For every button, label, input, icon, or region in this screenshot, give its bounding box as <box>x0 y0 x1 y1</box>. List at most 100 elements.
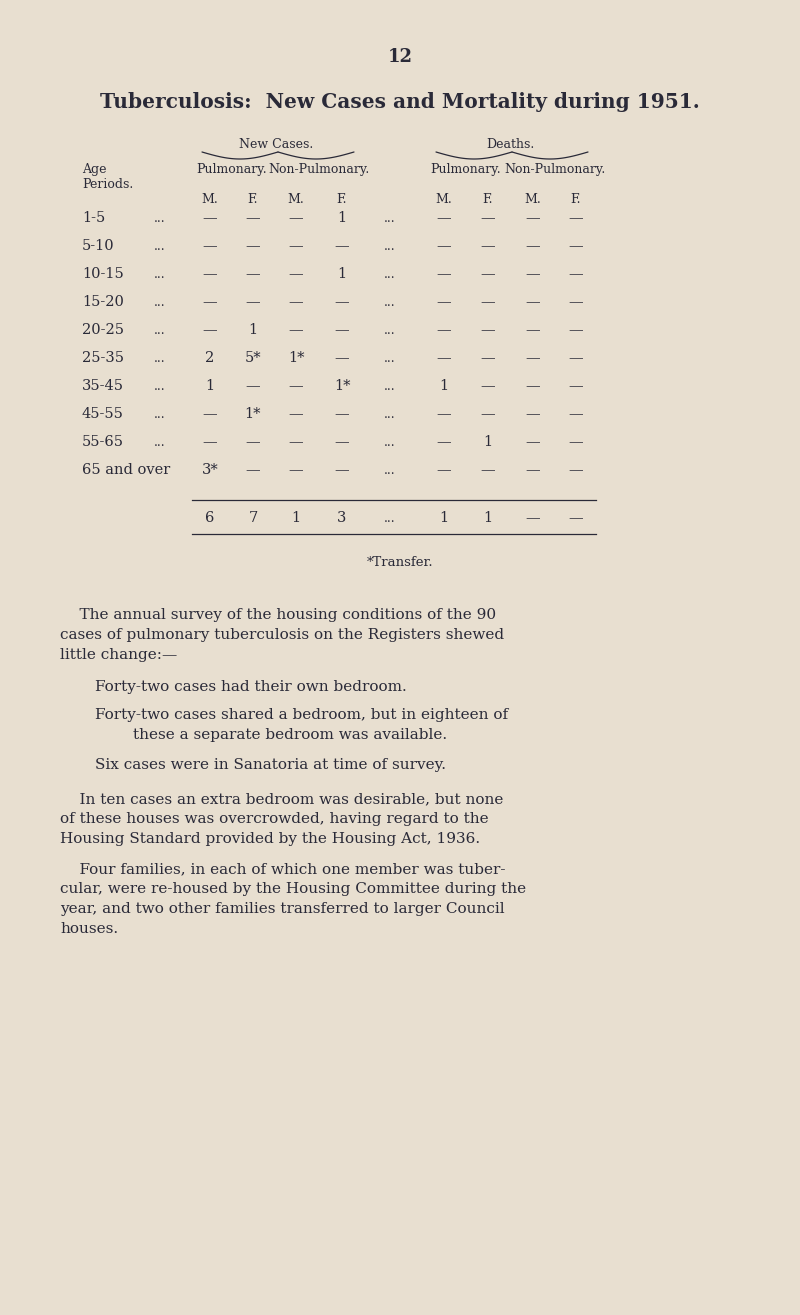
Text: Tuberculosis:  New Cases and Mortality during 1951.: Tuberculosis: New Cases and Mortality du… <box>100 92 700 112</box>
Text: —: — <box>526 512 540 525</box>
Text: 3*: 3* <box>202 463 218 477</box>
Text: 3: 3 <box>338 512 346 525</box>
Text: 10-15: 10-15 <box>82 267 124 281</box>
Text: —: — <box>437 239 451 252</box>
Text: —: — <box>481 379 495 393</box>
Text: —: — <box>437 408 451 421</box>
Text: Six cases were in Sanatoria at time of survey.: Six cases were in Sanatoria at time of s… <box>95 757 446 772</box>
Text: —: — <box>246 267 260 281</box>
Text: F.: F. <box>337 193 347 206</box>
Text: ...: ... <box>384 323 396 337</box>
Text: ...: ... <box>384 239 396 252</box>
Text: 25-35: 25-35 <box>82 351 124 366</box>
Text: —: — <box>569 379 583 393</box>
Text: 1: 1 <box>338 267 346 281</box>
Text: —: — <box>569 351 583 366</box>
Text: —: — <box>526 435 540 448</box>
Text: 15-20: 15-20 <box>82 295 124 309</box>
Text: 1: 1 <box>291 512 301 525</box>
Text: *Transfer.: *Transfer. <box>366 556 434 569</box>
Text: —: — <box>289 463 303 477</box>
Text: ...: ... <box>154 296 166 309</box>
Text: 65 and over: 65 and over <box>82 463 170 477</box>
Text: 1: 1 <box>338 210 346 225</box>
Text: —: — <box>334 463 350 477</box>
Text: ...: ... <box>154 323 166 337</box>
Text: little change:—: little change:— <box>60 648 178 661</box>
Text: —: — <box>526 295 540 309</box>
Text: 1: 1 <box>439 379 449 393</box>
Text: —: — <box>481 463 495 477</box>
Text: New Cases.: New Cases. <box>239 138 313 151</box>
Text: 1: 1 <box>439 512 449 525</box>
Text: —: — <box>289 267 303 281</box>
Text: M.: M. <box>202 193 218 206</box>
Text: F.: F. <box>248 193 258 206</box>
Text: —: — <box>481 210 495 225</box>
Text: M.: M. <box>288 193 304 206</box>
Text: —: — <box>334 435 350 448</box>
Text: —: — <box>289 295 303 309</box>
Text: —: — <box>526 408 540 421</box>
Text: cases of pulmonary tuberculosis on the Registers shewed: cases of pulmonary tuberculosis on the R… <box>60 629 504 642</box>
Text: Forty-two cases had their own bedroom.: Forty-two cases had their own bedroom. <box>95 680 406 694</box>
Text: —: — <box>202 408 218 421</box>
Text: —: — <box>569 408 583 421</box>
Text: —: — <box>526 323 540 337</box>
Text: —: — <box>569 239 583 252</box>
Text: —: — <box>289 408 303 421</box>
Text: —: — <box>437 267 451 281</box>
Text: 12: 12 <box>387 49 413 66</box>
Text: 1*: 1* <box>288 351 304 366</box>
Text: Pulmonary.: Pulmonary. <box>196 163 267 176</box>
Text: —: — <box>289 239 303 252</box>
Text: Periods.: Periods. <box>82 178 134 191</box>
Text: —: — <box>437 435 451 448</box>
Text: ...: ... <box>384 212 396 225</box>
Text: —: — <box>481 323 495 337</box>
Text: —: — <box>202 210 218 225</box>
Text: —: — <box>334 323 350 337</box>
Text: —: — <box>334 295 350 309</box>
Text: —: — <box>202 267 218 281</box>
Text: Non-Pulmonary.: Non-Pulmonary. <box>504 163 605 176</box>
Text: Forty-two cases shared a bedroom, but in eighteen of: Forty-two cases shared a bedroom, but in… <box>95 707 508 722</box>
Text: —: — <box>289 379 303 393</box>
Text: 1*: 1* <box>334 379 350 393</box>
Text: —: — <box>246 239 260 252</box>
Text: F.: F. <box>482 193 494 206</box>
Text: 1*: 1* <box>245 408 262 421</box>
Text: ...: ... <box>384 267 396 280</box>
Text: —: — <box>202 323 218 337</box>
Text: 20-25: 20-25 <box>82 323 124 337</box>
Text: —: — <box>481 267 495 281</box>
Text: 1: 1 <box>206 379 214 393</box>
Text: —: — <box>569 512 583 525</box>
Text: Non-Pulmonary.: Non-Pulmonary. <box>268 163 370 176</box>
Text: —: — <box>437 323 451 337</box>
Text: 7: 7 <box>248 512 258 525</box>
Text: Housing Standard provided by the Housing Act, 1936.: Housing Standard provided by the Housing… <box>60 832 480 846</box>
Text: —: — <box>481 295 495 309</box>
Text: 6: 6 <box>206 512 214 525</box>
Text: ...: ... <box>384 408 396 421</box>
Text: Four families, in each of which one member was tuber-: Four families, in each of which one memb… <box>60 863 506 876</box>
Text: F.: F. <box>570 193 582 206</box>
Text: ...: ... <box>384 296 396 309</box>
Text: ...: ... <box>384 380 396 392</box>
Text: cular, were re-housed by the Housing Committee during the: cular, were re-housed by the Housing Com… <box>60 882 526 896</box>
Text: —: — <box>526 210 540 225</box>
Text: —: — <box>481 351 495 366</box>
Text: ...: ... <box>154 435 166 448</box>
Text: —: — <box>202 295 218 309</box>
Text: —: — <box>569 435 583 448</box>
Text: —: — <box>334 408 350 421</box>
Text: 1-5: 1-5 <box>82 210 106 225</box>
Text: —: — <box>526 463 540 477</box>
Text: ...: ... <box>384 512 396 525</box>
Text: Pulmonary.: Pulmonary. <box>430 163 502 176</box>
Text: —: — <box>569 295 583 309</box>
Text: —: — <box>569 210 583 225</box>
Text: —: — <box>202 435 218 448</box>
Text: —: — <box>437 463 451 477</box>
